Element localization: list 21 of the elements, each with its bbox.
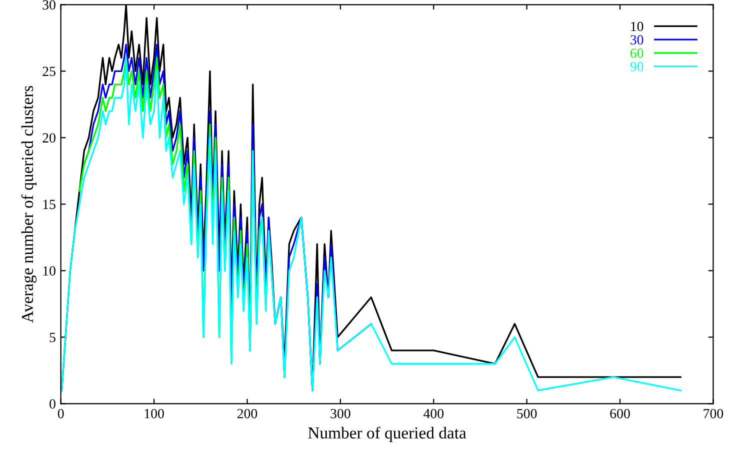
y-tick-label: 25 bbox=[42, 66, 56, 76]
x-tick-label: 300 bbox=[330, 408, 350, 418]
x-tick-label: 0 bbox=[58, 408, 64, 418]
y-tick-label: 5 bbox=[50, 332, 56, 342]
legend-label: 90 bbox=[630, 62, 644, 72]
y-tick-label: 20 bbox=[42, 133, 56, 143]
legend-label: 60 bbox=[630, 48, 644, 58]
x-tick-label: 500 bbox=[517, 408, 537, 418]
y-axis-title: Average number of queried clusters bbox=[21, 86, 37, 323]
y-tick-label: 0 bbox=[50, 399, 56, 409]
x-tick-label: 200 bbox=[237, 408, 258, 418]
x-tick-label: 700 bbox=[704, 408, 724, 418]
x-tick-label: 100 bbox=[144, 408, 164, 418]
x-tick-label: 400 bbox=[423, 408, 444, 418]
y-tick-label: 15 bbox=[43, 200, 56, 210]
x-tick-label: 600 bbox=[610, 408, 630, 418]
legend-label: 30 bbox=[630, 35, 644, 45]
y-tick-label: 10 bbox=[43, 266, 56, 276]
x-axis-title: Number of queried data bbox=[308, 426, 466, 442]
legend-label: 10 bbox=[631, 22, 644, 32]
y-tick-label: 30 bbox=[42, 0, 56, 10]
